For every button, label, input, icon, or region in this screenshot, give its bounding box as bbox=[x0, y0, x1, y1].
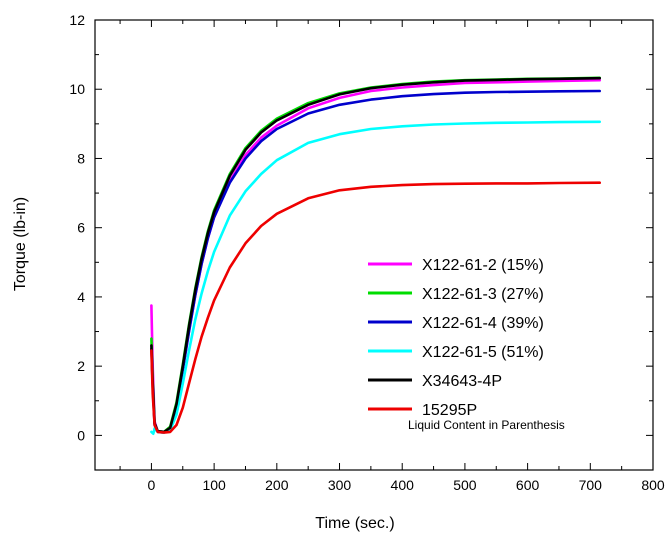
x-tick-label: 700 bbox=[579, 477, 603, 493]
y-axis-title: Torque (lb-in) bbox=[12, 197, 29, 291]
legend-label: X122-61-3 (27%) bbox=[422, 286, 544, 303]
series-line-5 bbox=[150, 76, 601, 434]
y-tick-label: 4 bbox=[77, 289, 85, 305]
legend-label: X122-61-4 (39%) bbox=[422, 315, 544, 332]
plot-area bbox=[150, 76, 601, 435]
chart-annotation: Liquid Content in Parenthesis bbox=[408, 418, 565, 432]
legend-label: X34643-4P bbox=[422, 373, 502, 390]
x-tick-label: 500 bbox=[453, 477, 477, 493]
x-tick-label: 800 bbox=[641, 477, 665, 493]
x-tick-label: 100 bbox=[202, 477, 226, 493]
legend-label: X122-61-2 (15%) bbox=[422, 257, 544, 274]
x-tick-label: 0 bbox=[148, 477, 156, 493]
x-axis-title: Time (sec.) bbox=[315, 515, 394, 532]
x-tick-label: 600 bbox=[516, 477, 540, 493]
x-tick-label: 300 bbox=[328, 477, 352, 493]
y-tick-label: 8 bbox=[77, 150, 85, 166]
y-tick-label: 0 bbox=[77, 427, 85, 443]
y-tick-label: 10 bbox=[69, 81, 85, 97]
legend-label: X122-61-5 (51%) bbox=[422, 344, 544, 361]
legend: X122-61-2 (15%) X122-61-3 (27%) X122-61-4 … bbox=[368, 257, 544, 419]
y-tick-label: 12 bbox=[69, 12, 85, 28]
legend-label: 15295P bbox=[422, 402, 477, 419]
series-lines bbox=[150, 76, 601, 435]
series-line-4 bbox=[150, 120, 601, 435]
x-tick-label: 200 bbox=[265, 477, 289, 493]
x-tick-label: 400 bbox=[391, 477, 415, 493]
axes: 0 100 200 300 400 500 600 700 800 0 2 4 6 8 10 12 bbox=[69, 12, 664, 493]
y-tick-label: 6 bbox=[77, 220, 85, 236]
plot-frame bbox=[94, 19, 654, 471]
y-tick-label: 2 bbox=[77, 358, 85, 374]
series-line-6 bbox=[150, 181, 601, 434]
